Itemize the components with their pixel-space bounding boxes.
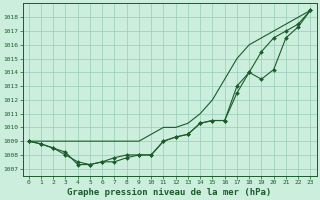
X-axis label: Graphe pression niveau de la mer (hPa): Graphe pression niveau de la mer (hPa) — [68, 188, 272, 197]
